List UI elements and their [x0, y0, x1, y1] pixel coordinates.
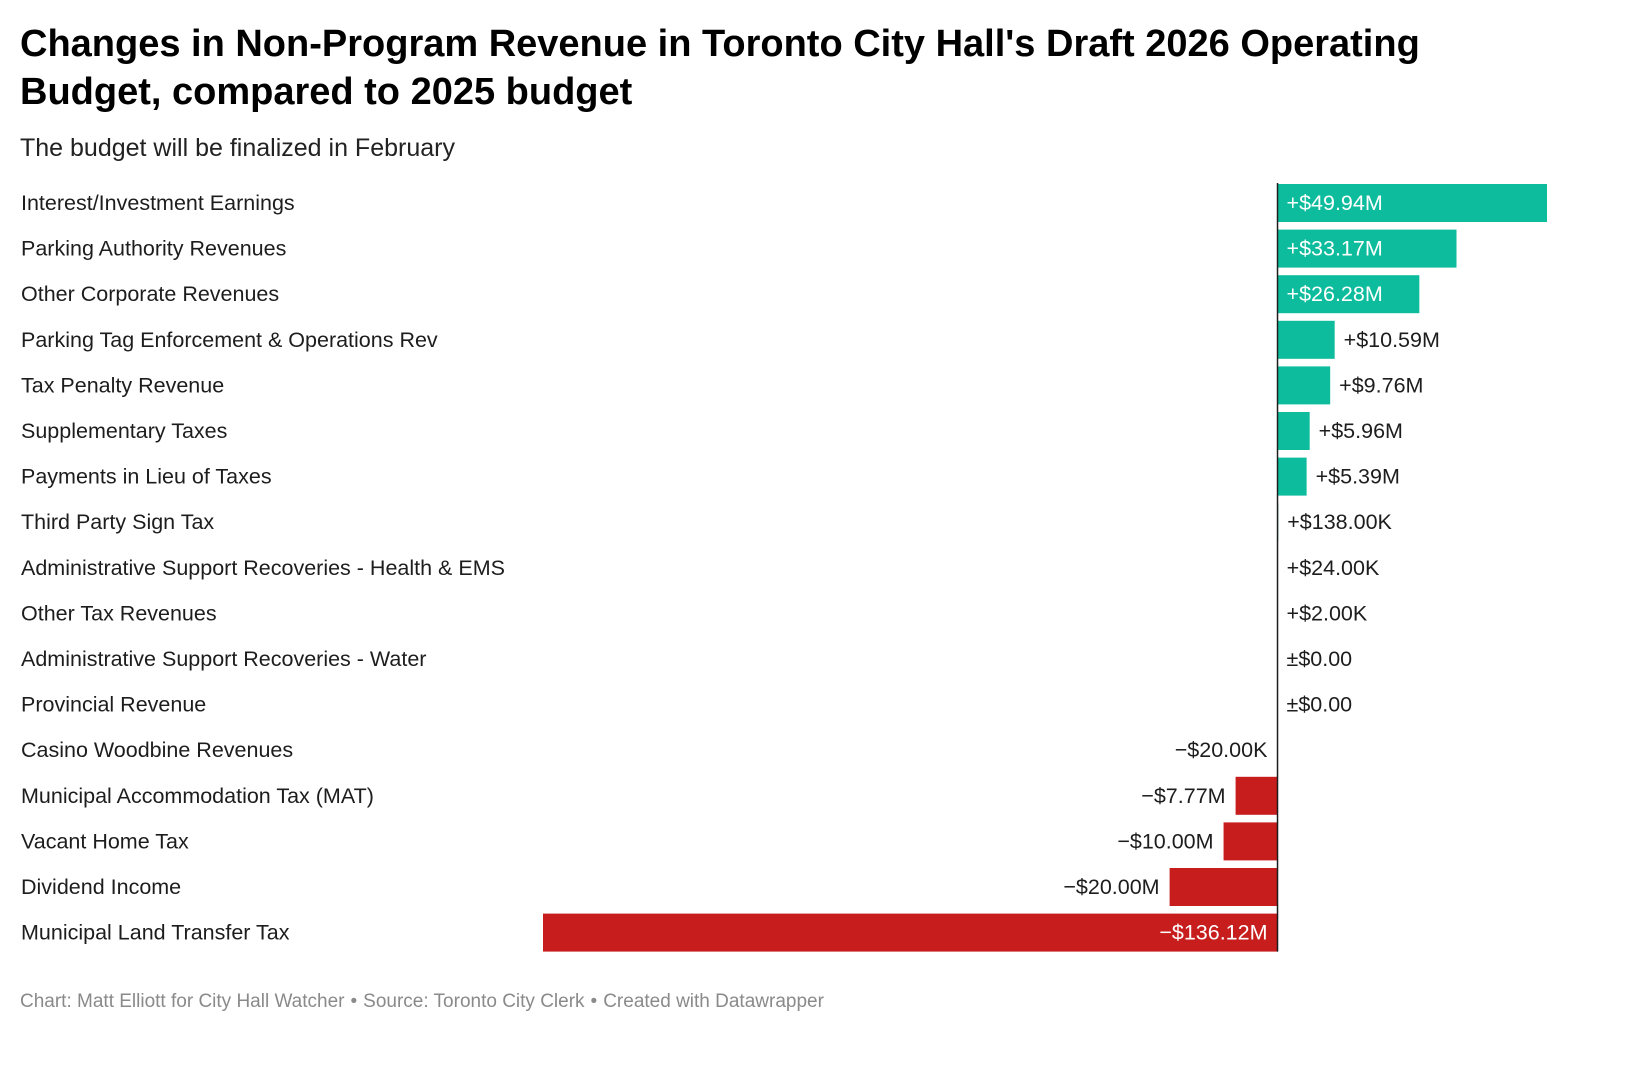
tool-credit: Created with Datawrapper [603, 991, 824, 1012]
bar [1277, 275, 1420, 314]
bar [1277, 366, 1331, 405]
category-label: Other Tax Revenues [21, 601, 217, 625]
category-label: Casino Woodbine Revenues [21, 738, 293, 762]
bar [1277, 229, 1457, 268]
category-label: Parking Authority Revenues [21, 237, 286, 261]
category-label: Administrative Support Recoveries - Wate… [21, 647, 426, 671]
chart-title: Changes in Non-Program Revenue in Toront… [20, 23, 1420, 113]
bar [1277, 184, 1547, 222]
value-label: +$49.94M [1287, 191, 1383, 215]
category-label: Dividend Income [21, 875, 181, 899]
value-label: −$20.00K [1175, 738, 1268, 762]
chart-subtitle: The budget will be finalized in February [20, 134, 455, 162]
value-label: +$24.00K [1287, 556, 1380, 580]
chart-credit: Chart: Matt Elliott for City Hall Watche… [20, 991, 345, 1012]
category-label: Administrative Support Recoveries - Heal… [21, 556, 505, 580]
footer-separator: • [350, 991, 358, 1012]
bar [1235, 776, 1278, 815]
category-label: Supplementary Taxes [21, 419, 227, 443]
source-note: Source: Toronto City Clerk [363, 991, 585, 1012]
bar [543, 913, 1278, 952]
category-label: Municipal Accommodation Tax (MAT) [21, 784, 374, 808]
value-label: +$2.00K [1287, 601, 1368, 625]
category-label: Provincial Revenue [21, 693, 206, 717]
bar [1277, 320, 1335, 359]
value-label: ±$0.00 [1287, 693, 1353, 717]
value-label: −$20.00M [1063, 875, 1159, 899]
category-label: Municipal Land Transfer Tax [21, 921, 290, 945]
value-label: +$33.17M [1287, 237, 1383, 261]
category-label: Payments in Lieu of Taxes [21, 465, 272, 489]
category-label: Parking Tag Enforcement & Operations Rev [21, 328, 438, 352]
value-label: −$7.77M [1141, 784, 1225, 808]
bar [1223, 822, 1278, 861]
value-label: −$136.12M [1159, 921, 1267, 945]
value-label: +$26.28M [1287, 282, 1383, 306]
bar [1277, 412, 1310, 450]
bar [1169, 868, 1278, 906]
chart-footer: Chart: Matt Elliott for City Hall Watche… [20, 989, 824, 1015]
category-label: Other Corporate Revenues [21, 282, 279, 306]
bar [1277, 457, 1307, 496]
value-label: −$10.00M [1117, 829, 1213, 853]
category-label: Third Party Sign Tax [21, 510, 214, 534]
value-label: +$5.96M [1319, 419, 1403, 443]
value-label: +$10.59M [1344, 328, 1440, 352]
value-label: ±$0.00 [1287, 647, 1353, 671]
value-label: +$138.00K [1287, 510, 1392, 534]
category-label: Vacant Home Tax [21, 829, 189, 853]
category-label: Interest/Investment Earnings [21, 191, 295, 215]
bar-rows: Interest/Investment Earnings +$49.94M Park… [21, 184, 1547, 952]
footer-separator: • [590, 991, 598, 1012]
category-label: Tax Penalty Revenue [21, 373, 224, 397]
value-label: +$5.39M [1316, 465, 1400, 489]
value-label: +$9.76M [1339, 373, 1423, 397]
